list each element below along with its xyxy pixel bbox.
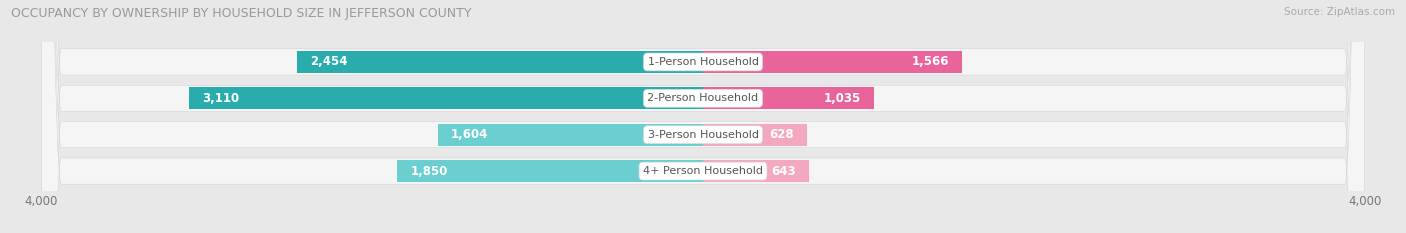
Text: OCCUPANCY BY OWNERSHIP BY HOUSEHOLD SIZE IN JEFFERSON COUNTY: OCCUPANCY BY OWNERSHIP BY HOUSEHOLD SIZE… bbox=[11, 7, 472, 20]
Text: 1,850: 1,850 bbox=[411, 164, 447, 178]
Text: 1,035: 1,035 bbox=[824, 92, 860, 105]
Bar bbox=[703, 51, 962, 73]
Text: 2-Person Household: 2-Person Household bbox=[647, 93, 759, 103]
Bar bbox=[437, 123, 703, 146]
Text: 643: 643 bbox=[772, 164, 796, 178]
Text: 2,454: 2,454 bbox=[311, 55, 347, 69]
FancyBboxPatch shape bbox=[41, 0, 1365, 233]
Text: 3,110: 3,110 bbox=[202, 92, 239, 105]
FancyBboxPatch shape bbox=[41, 0, 1365, 233]
Bar bbox=[396, 160, 703, 182]
Text: 1,604: 1,604 bbox=[451, 128, 488, 141]
Bar bbox=[188, 87, 703, 110]
Text: 1-Person Household: 1-Person Household bbox=[648, 57, 758, 67]
Bar bbox=[703, 87, 875, 110]
Text: 1,566: 1,566 bbox=[911, 55, 949, 69]
Bar bbox=[297, 51, 703, 73]
Text: Source: ZipAtlas.com: Source: ZipAtlas.com bbox=[1284, 7, 1395, 17]
FancyBboxPatch shape bbox=[41, 0, 1365, 233]
Text: 3-Person Household: 3-Person Household bbox=[648, 130, 758, 140]
Text: 4+ Person Household: 4+ Person Household bbox=[643, 166, 763, 176]
Bar bbox=[703, 160, 810, 182]
Text: 628: 628 bbox=[769, 128, 793, 141]
Bar bbox=[703, 123, 807, 146]
FancyBboxPatch shape bbox=[41, 0, 1365, 233]
